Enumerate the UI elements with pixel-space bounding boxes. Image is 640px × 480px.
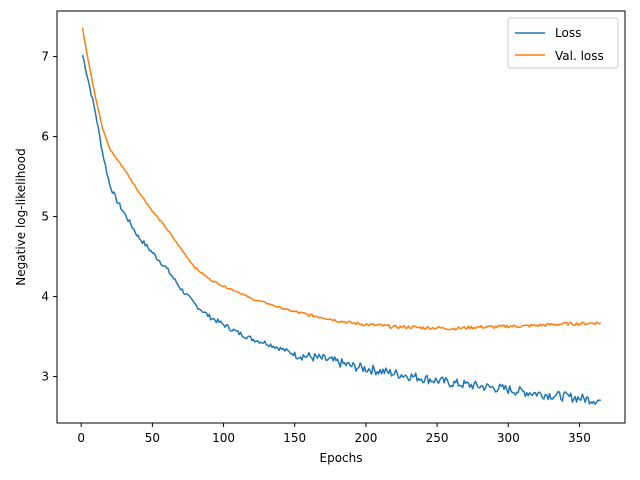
series-line-val-loss [81, 27, 602, 331]
legend-label-loss: Loss [555, 26, 581, 40]
y-axis: 3 4 5 6 7 [41, 50, 57, 384]
x-tick-label: 100 [212, 431, 235, 445]
x-axis-label: Epochs [320, 451, 363, 465]
y-tick-label: 4 [41, 290, 49, 304]
x-tick-label: 250 [426, 431, 449, 445]
y-tick-label: 5 [41, 210, 49, 224]
legend-label-val-loss: Val. loss [555, 49, 604, 63]
x-tick-label: 0 [77, 431, 85, 445]
x-tick-label: 350 [568, 431, 591, 445]
x-tick-label: 200 [354, 431, 377, 445]
y-axis-label: Negative log-likelihood [14, 148, 28, 285]
x-axis: 0 50 100 150 200 250 300 350 [77, 423, 591, 445]
y-tick-label: 3 [41, 370, 49, 384]
x-tick-label: 150 [283, 431, 306, 445]
x-tick-label: 50 [145, 431, 160, 445]
series-line-loss [81, 54, 601, 405]
y-tick-label: 7 [41, 50, 49, 64]
x-tick-label: 300 [497, 431, 520, 445]
legend: Loss Val. loss [507, 17, 619, 69]
series-layer [81, 27, 602, 405]
y-tick-label: 6 [41, 130, 49, 144]
